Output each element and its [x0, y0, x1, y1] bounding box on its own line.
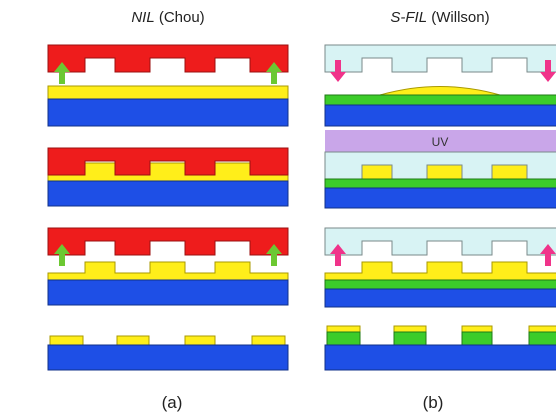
column-title: S-FIL (Willson) — [390, 9, 489, 26]
arrows-up — [54, 62, 282, 84]
transfer-layer — [325, 280, 556, 289]
arrows-down — [330, 60, 556, 82]
method: NIL — [131, 9, 154, 26]
substrate — [325, 105, 556, 126]
substrate — [48, 181, 288, 206]
author: (Chou) — [159, 9, 205, 26]
transfer-layer — [325, 179, 556, 188]
method: S-FIL — [390, 9, 427, 26]
substrate — [48, 280, 288, 305]
template — [325, 45, 556, 72]
mold — [48, 45, 288, 72]
substrate — [325, 345, 556, 370]
resist-pattern — [50, 336, 285, 345]
resist — [48, 86, 288, 99]
substrate — [325, 188, 556, 208]
substrate — [48, 99, 288, 126]
substrate — [48, 345, 288, 370]
uv-label: UV — [432, 135, 449, 149]
mold — [48, 228, 288, 255]
diagram: NIL (Chou) S-FIL (Willson) — [0, 0, 556, 419]
resist-drop — [380, 87, 500, 96]
transfer-layer — [325, 95, 556, 105]
resist — [325, 262, 556, 280]
panel-label: (a) — [162, 393, 183, 412]
resist — [48, 262, 288, 280]
author: (Willson) — [431, 9, 489, 26]
panel-label: (b) — [423, 393, 444, 412]
column-title: NIL (Chou) — [131, 9, 204, 26]
sfil-column: UV — [325, 45, 556, 370]
etched-pattern — [327, 326, 556, 345]
substrate — [325, 289, 556, 307]
nil-column — [48, 45, 288, 370]
template — [325, 228, 556, 255]
